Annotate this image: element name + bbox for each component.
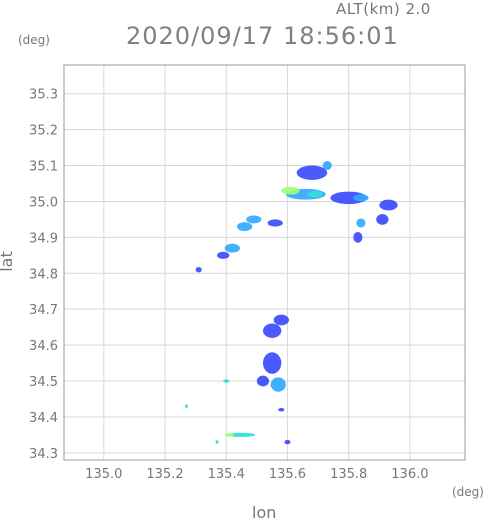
x-tick-label: 135.4 (208, 467, 245, 482)
echo-cell (262, 323, 282, 338)
echo-cell (379, 199, 398, 211)
y-tick-label: 34.9 (29, 231, 58, 246)
echo-cell (195, 266, 202, 273)
plot-frame (63, 64, 466, 461)
echo-cell (284, 439, 291, 445)
echo-cells (184, 161, 398, 445)
echo-cell (270, 377, 286, 392)
y-tick-label: 34.3 (29, 447, 58, 462)
y-tick-label: 35.3 (29, 88, 58, 103)
y-tick-label: 34.5 (29, 375, 58, 390)
y-tick-label: 34.7 (29, 303, 58, 318)
x-tick-label: 135.0 (85, 467, 122, 482)
echo-cell (376, 214, 389, 225)
echo-cell (281, 186, 300, 195)
x-tick-label: 135.2 (146, 467, 183, 482)
echo-cell (224, 243, 241, 253)
echo-cell (353, 231, 363, 243)
echo-cell (256, 375, 270, 387)
echo-cell (223, 379, 230, 383)
echo-cell (227, 432, 256, 438)
x-tick-label: 136.0 (391, 467, 428, 482)
timestamp-title: 2020/09/17 18:56:01 (126, 22, 399, 50)
y-tick-label: 35.0 (29, 195, 58, 210)
y-tick-label: 34.6 (29, 339, 58, 354)
echo-cell (353, 194, 369, 202)
y-unit-label: (deg) (18, 33, 50, 47)
echo-cell (217, 251, 230, 259)
echo-cell (215, 440, 219, 444)
echo-cell (356, 218, 366, 228)
echo-cell (273, 314, 289, 326)
echo-cell (236, 222, 253, 232)
tick-labels: 135.0 135.2 135.4 135.6 135.8 136.0 34.3 34.4 34… (29, 88, 428, 482)
echo-cell (246, 215, 262, 224)
echo-cell (278, 407, 285, 412)
echo-cell (307, 191, 323, 198)
y-tick-label: 35.1 (29, 160, 58, 175)
x-unit-label: (deg) (452, 485, 484, 499)
y-tick-label: 34.4 (29, 411, 58, 426)
echo-cell (267, 219, 283, 227)
echo-cell (296, 165, 328, 180)
echo-cell (224, 433, 234, 437)
x-tick-label: 135.8 (330, 467, 367, 482)
altitude-label: ALT(km) 2.0 (336, 0, 431, 18)
echo-cell (322, 161, 332, 171)
grid (64, 65, 465, 460)
echo-cell (184, 404, 188, 408)
x-axis-title: lon (252, 503, 277, 522)
echo-cell (262, 352, 282, 374)
x-tick-label: 135.6 (269, 467, 306, 482)
y-tick-label: 35.2 (29, 124, 58, 139)
y-tick-label: 34.8 (29, 267, 58, 282)
